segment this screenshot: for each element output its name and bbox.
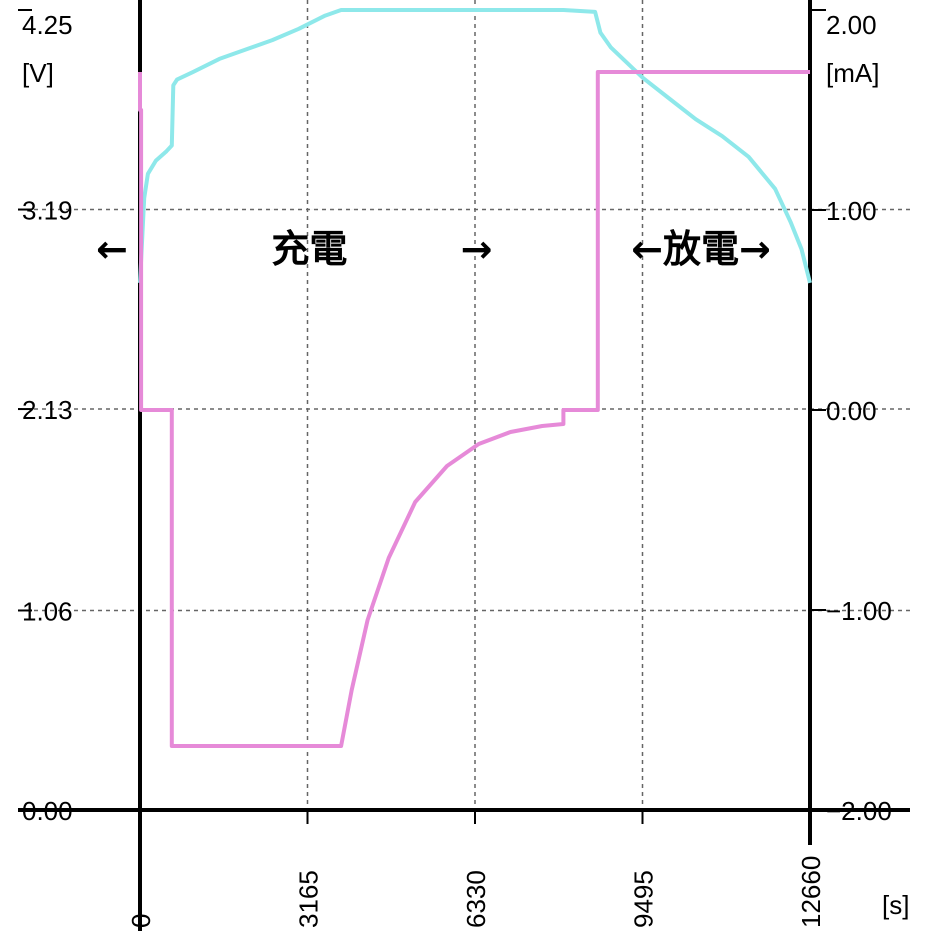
x-tick-label: 0 [126,914,156,928]
y-left-tick-label: 3.19 [22,196,73,226]
y-left-tick-label: 1.06 [22,596,73,626]
x-tick-label: 9495 [629,870,659,928]
series [138,8,812,748]
x-tick-label: 3165 [294,870,324,928]
y-right-tick-label: 2.00 [826,10,877,40]
y-left-tick-label: 2.13 [22,395,73,425]
y-left-tick-label: 0.00 [22,796,73,826]
y-right-tick-label: −1.00 [826,596,892,626]
y-right-unit-label: [mA] [826,58,879,88]
y-left-unit-label: [V] [22,58,54,88]
y-right-tick-label: 0.00 [826,396,877,426]
grid [18,0,910,811]
series-line-voltage [138,8,812,284]
x-tick-label: 12660 [796,856,826,928]
annotation-label: 充電 [271,227,347,271]
annotations: ← 充電 → ←放電→ [96,227,771,271]
x-unit-label: [s] [882,890,909,920]
annotation-label: → [461,227,493,271]
y-right-tick-label: −2.00 [826,796,892,826]
annotation-label: ← [96,227,128,271]
y-left-tick-label: 4.25 [22,10,73,40]
axes [18,0,910,931]
annotation-label: ←放電→ [631,227,771,271]
y-right-tick-label: 1.00 [826,196,877,226]
tick-labels: 4.25 3.19 2.13 1.06 0.00 [V] 2.00 1.00 0.00 −1.00… [18,9,909,928]
x-tick-label: 6330 [461,870,491,928]
series-line-current [138,70,810,748]
